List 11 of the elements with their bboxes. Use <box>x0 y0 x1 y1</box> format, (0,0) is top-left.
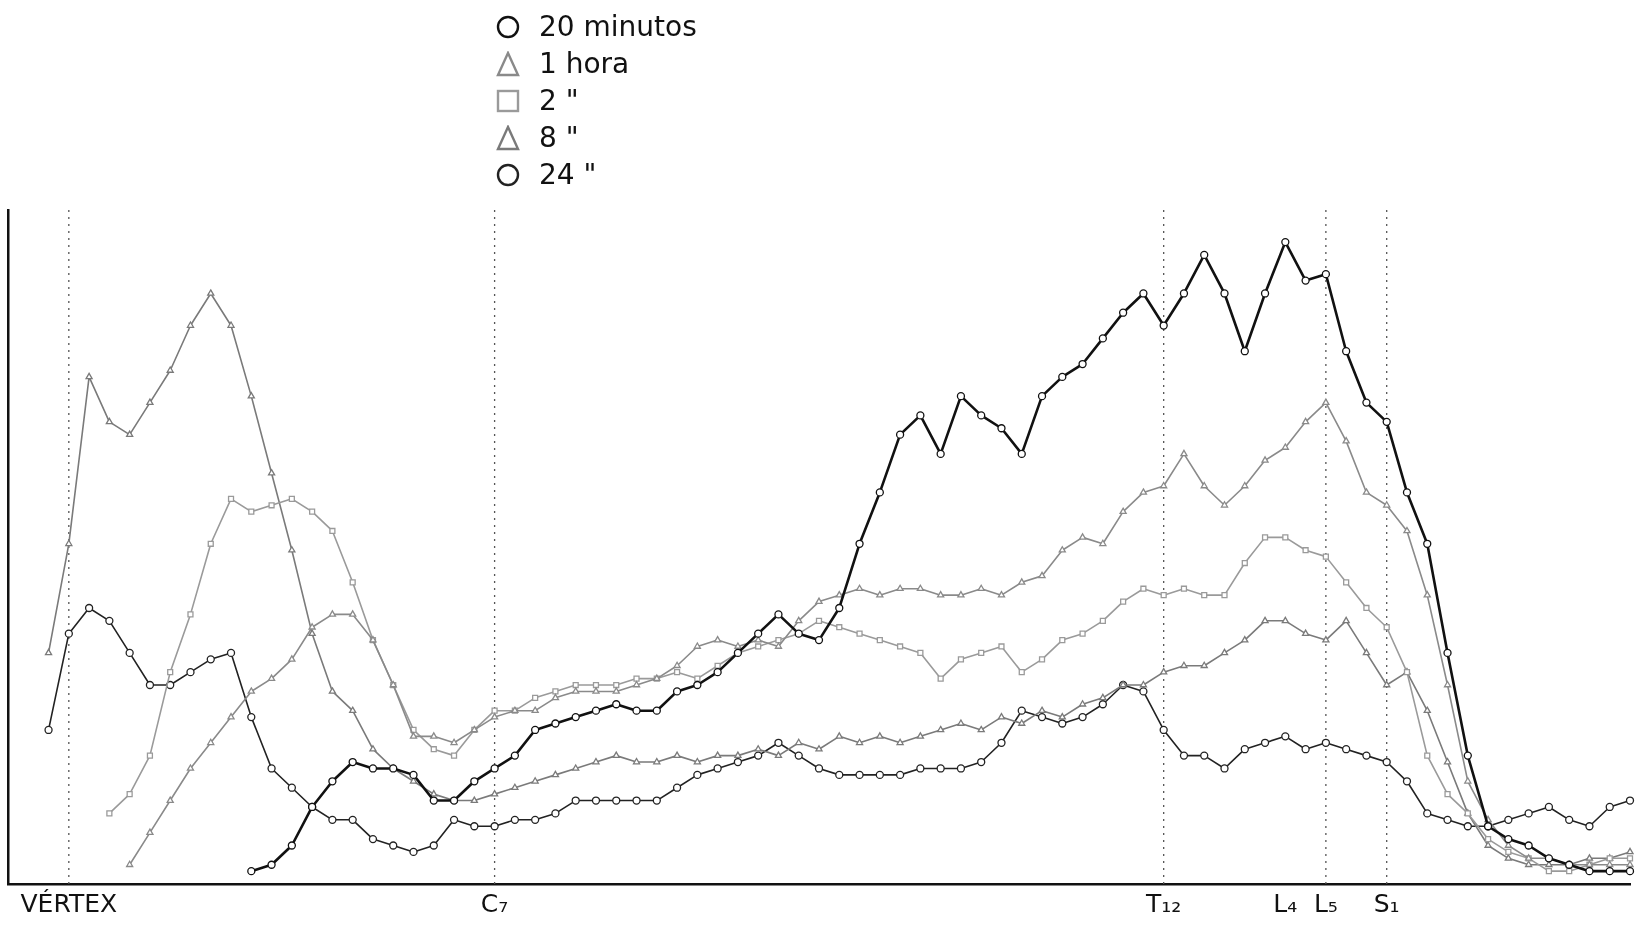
legend-label: 1 hora <box>539 46 630 82</box>
x-tick-label: S₁ <box>1373 888 1400 918</box>
x-tick-label: VÉRTEX <box>20 888 118 918</box>
legend-label: 24 " <box>539 157 597 193</box>
x-tick-label: L₅ <box>1313 888 1338 918</box>
legend-label: 2 " <box>539 83 579 119</box>
legend-label: 20 minutos <box>539 9 697 45</box>
x-tick-label: C₇ <box>480 888 509 918</box>
x-tick-label: T₁₂ <box>1145 888 1182 918</box>
legend-label: 8 " <box>539 120 579 156</box>
x-tick-label: L₄ <box>1273 888 1298 918</box>
